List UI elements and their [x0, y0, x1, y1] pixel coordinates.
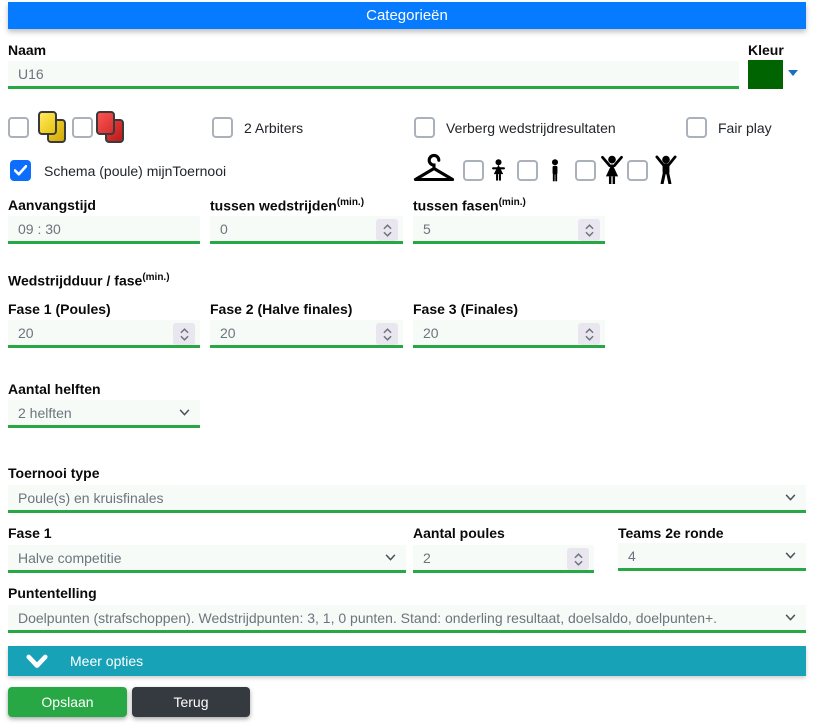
- hanger-icon: [412, 153, 456, 184]
- boy-icon: [549, 159, 561, 182]
- fase1-duur-input[interactable]: 20: [8, 320, 200, 348]
- verberg-checkbox[interactable]: [414, 117, 435, 138]
- puntentelling-label: Puntentelling: [8, 585, 97, 601]
- check-icon: [14, 165, 27, 176]
- puntentelling-select[interactable]: Doelpunten (strafschoppen). Wedstrijdpun…: [8, 605, 806, 633]
- tussen-wedstrijden-input[interactable]: 0: [210, 216, 403, 244]
- fase2-duur-label: Fase 2 (Halve finales): [210, 301, 353, 317]
- page-title: Categorieën: [8, 2, 806, 29]
- aanvangstijd-input[interactable]: [8, 216, 200, 244]
- chevron-down-icon: [785, 552, 796, 559]
- chevron-down-icon: [785, 614, 796, 621]
- yellow-card-icon: [38, 111, 70, 143]
- fase1-duur-label: Fase 1 (Poules): [8, 301, 111, 317]
- teams-2e-ronde-select[interactable]: 4: [618, 543, 806, 571]
- meer-opties-toggle[interactable]: Meer opties: [8, 646, 806, 676]
- aantal-helften-select[interactable]: 2 helften: [8, 400, 200, 428]
- fase1-label: Fase 1: [8, 525, 52, 541]
- arbiters-label: 2 Arbiters: [244, 120, 304, 136]
- fase1-select[interactable]: Halve competitie: [8, 545, 406, 573]
- color-swatch[interactable]: [748, 60, 783, 89]
- tussen-wedstrijden-label: tussen wedstrijden(min.): [210, 197, 365, 214]
- boy-checkbox[interactable]: [517, 160, 538, 181]
- aanvangstijd-label: Aanvangstijd: [8, 197, 96, 213]
- spinner-icon[interactable]: [173, 323, 195, 345]
- fase3-duur-input[interactable]: 20: [413, 320, 605, 348]
- fairplay-label: Fair play: [718, 120, 772, 136]
- aantal-poules-input[interactable]: 2: [413, 545, 594, 573]
- spinner-icon[interactable]: [567, 548, 589, 570]
- verberg-label: Verberg wedstrijdresultaten: [446, 120, 616, 136]
- spinner-icon[interactable]: [578, 323, 600, 345]
- schema-label: Schema (poule) mijnToernooi: [44, 163, 227, 179]
- chevron-down-icon: [385, 554, 396, 561]
- naam-label: Naam: [8, 42, 47, 58]
- toernooi-type-label: Toernooi type: [8, 465, 100, 481]
- terug-button[interactable]: Terug: [132, 687, 250, 717]
- spinner-icon[interactable]: [376, 323, 398, 345]
- woman-checkbox[interactable]: [575, 160, 596, 181]
- chevron-down-icon: [179, 409, 190, 416]
- tussen-fasen-label: tussen fasen(min.): [413, 197, 526, 214]
- woman-icon: [600, 155, 624, 184]
- aantal-poules-label: Aantal poules: [413, 525, 505, 541]
- fairplay-checkbox[interactable]: [686, 117, 707, 138]
- yellow-card-checkbox[interactable]: [8, 117, 29, 138]
- teams-2e-ronde-label: Teams 2e ronde: [618, 525, 724, 541]
- schema-checkbox[interactable]: [10, 160, 31, 181]
- meer-opties-label: Meer opties: [70, 653, 144, 669]
- naam-input[interactable]: [8, 61, 739, 89]
- girl-icon: [491, 159, 506, 182]
- color-dropdown-caret-icon[interactable]: [788, 70, 798, 76]
- man-icon: [655, 155, 677, 184]
- aantal-helften-label: Aantal helften: [8, 381, 101, 397]
- fase2-duur-input[interactable]: 20: [210, 320, 403, 348]
- spinner-icon[interactable]: [376, 219, 398, 241]
- man-checkbox[interactable]: [627, 160, 648, 181]
- arbiters-checkbox[interactable]: [212, 117, 233, 138]
- tussen-fasen-input[interactable]: 5: [413, 216, 605, 244]
- chevron-down-icon: [785, 494, 796, 501]
- red-card-checkbox[interactable]: [72, 117, 93, 138]
- chevron-down-icon: [26, 654, 48, 668]
- opslaan-button[interactable]: Opslaan: [8, 687, 127, 717]
- wedstrijdduur-heading: Wedstrijdduur / fase(min.): [8, 272, 170, 289]
- red-card-icon: [96, 111, 128, 143]
- girl-checkbox[interactable]: [463, 160, 484, 181]
- fase3-duur-label: Fase 3 (Finales): [413, 301, 519, 317]
- toernooi-type-select[interactable]: Poule(s) en kruisfinales: [8, 485, 806, 513]
- spinner-icon[interactable]: [578, 219, 600, 241]
- kleur-label: Kleur: [748, 42, 784, 58]
